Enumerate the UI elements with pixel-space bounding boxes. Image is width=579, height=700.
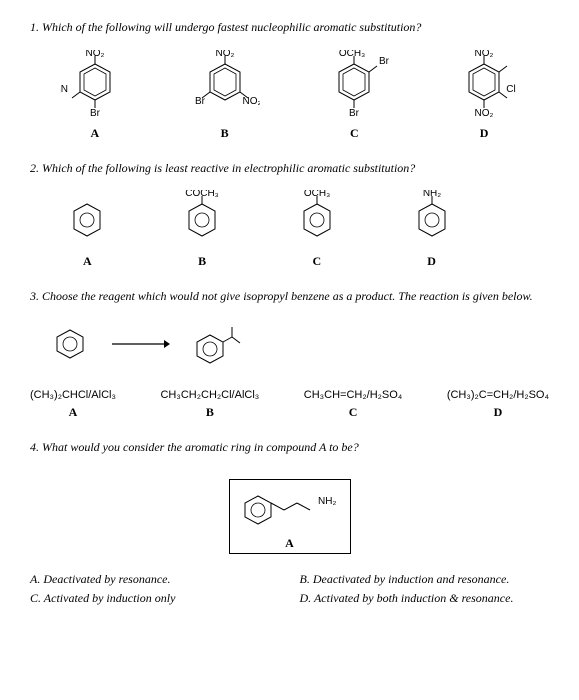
- question-3: 3. Choose the reagent which would not gi…: [30, 289, 549, 420]
- svg-text:NH₂: NH₂: [422, 190, 440, 199]
- q3-option-d: (CH₃)₂C=CH₂/H₂SO₄ D: [447, 389, 549, 420]
- q2-label-c: C: [313, 254, 322, 269]
- q4-answer-d: D. Activated by both induction & resonan…: [300, 591, 550, 606]
- q1-structure-b: NO₂ Br NO₂: [190, 50, 260, 118]
- svg-text:NO₂: NO₂: [475, 50, 494, 59]
- q1-number: 1.: [30, 20, 39, 34]
- q2-option-d: NH₂ D: [407, 190, 457, 269]
- compound-a-icon: NH₂: [240, 486, 340, 532]
- q2-options: A COCH₃ B OCH₃ C N: [30, 190, 549, 269]
- q4-answer-c: C. Activated by induction only: [30, 591, 280, 606]
- q3-reagents: (CH₃)₂CHCl/AlCl₃ A CH₃CH₂CH₂Cl/AlCl₃ B C…: [30, 389, 549, 420]
- svg-text:NH₂: NH₂: [318, 496, 336, 507]
- svg-text:NO₂: NO₂: [242, 96, 259, 107]
- q4-text: 4. What would you consider the aromatic …: [30, 440, 549, 456]
- q1-label-b: B: [221, 126, 229, 141]
- q3-option-a: (CH₃)₂CHCl/AlCl₃ A: [30, 389, 116, 420]
- q3-reaction: [50, 319, 549, 369]
- q1-structure-a: NO₂ O₂N Br: [60, 50, 130, 118]
- benzene-icon: [62, 190, 112, 246]
- benzene-icon: NH₂: [407, 190, 457, 246]
- q1-structure-d: NO₂ Cl NO₂: [449, 50, 519, 118]
- q3-number: 3.: [30, 289, 39, 303]
- q1-label-d: D: [480, 126, 489, 141]
- question-1: 1. Which of the following will undergo f…: [30, 20, 549, 141]
- question-2: 2. Which of the following is least react…: [30, 161, 549, 270]
- q1-option-d: NO₂ Cl NO₂ D: [449, 50, 519, 141]
- svg-text:COCH₃: COCH₃: [185, 190, 219, 199]
- q2-option-b: COCH₃ B: [177, 190, 227, 269]
- svg-text:NO₂: NO₂: [475, 108, 494, 118]
- q1a-bottom: Br: [90, 108, 101, 118]
- q3-label-d: D: [494, 405, 503, 420]
- q4-answer-b: B. Deactivated by induction and resonanc…: [300, 572, 550, 587]
- benzene-icon: OCH₃: [292, 190, 342, 246]
- q3-formula-d: (CH₃)₂C=CH₂/H₂SO₄: [447, 389, 549, 401]
- q1-prompt: Which of the following will undergo fast…: [42, 20, 421, 34]
- q1-option-c: OCH₃ Br Br C: [319, 50, 389, 141]
- question-4: 4. What would you consider the aromatic …: [30, 440, 549, 607]
- q1a-top: NO₂: [85, 50, 104, 59]
- q3-formula-b: CH₃CH₂CH₂Cl/AlCl₃: [160, 389, 259, 401]
- q1-structure-c: OCH₃ Br Br: [319, 50, 389, 118]
- isopropylbenzene-icon: [190, 319, 250, 369]
- svg-text:Br: Br: [349, 108, 360, 118]
- q3-option-c: CH₃CH=CH₂/H₂SO₄ C: [304, 389, 403, 420]
- q4-structure-wrap: NH₂ A: [30, 469, 549, 564]
- svg-text:OCH₃: OCH₃: [304, 190, 330, 199]
- q3-label-c: C: [349, 405, 358, 420]
- q4-answer-a: A. Deactivated by resonance.: [30, 572, 280, 587]
- svg-text:Br: Br: [379, 56, 389, 67]
- q3-formula-c: CH₃CH=CH₂/H₂SO₄: [304, 389, 403, 401]
- q3-prompt: Choose the reagent which would not give …: [42, 289, 533, 303]
- q3-label-b: B: [206, 405, 214, 420]
- svg-text:Cl: Cl: [506, 84, 515, 95]
- svg-text:OCH₃: OCH₃: [339, 50, 365, 59]
- q2-label-b: B: [198, 254, 206, 269]
- q3-label-a: A: [69, 405, 78, 420]
- q1-text: 1. Which of the following will undergo f…: [30, 20, 549, 36]
- svg-text:NO₂: NO₂: [215, 50, 234, 59]
- q4-compound-box: NH₂ A: [229, 479, 351, 554]
- q3-formula-a: (CH₃)₂CHCl/AlCl₃: [30, 389, 116, 401]
- q4-compound-label: A: [285, 536, 294, 551]
- svg-text:Br: Br: [195, 96, 206, 107]
- q3-text: 3. Choose the reagent which would not gi…: [30, 289, 549, 305]
- q4-number: 4.: [30, 440, 39, 454]
- arrow-icon: [110, 334, 170, 354]
- q4-prompt: What would you consider the aromatic rin…: [42, 440, 359, 454]
- q1-label-c: C: [350, 126, 359, 141]
- q2-option-c: OCH₃ C: [292, 190, 342, 269]
- benzene-icon: [50, 324, 90, 364]
- q2-label-a: A: [83, 254, 92, 269]
- q2-option-a: A: [62, 190, 112, 269]
- q1-options: NO₂ O₂N Br A NO₂ Br: [30, 50, 549, 141]
- q1-option-b: NO₂ Br NO₂ B: [190, 50, 260, 141]
- q2-label-d: D: [427, 254, 436, 269]
- q2-number: 2.: [30, 161, 39, 175]
- q3-option-b: CH₃CH₂CH₂Cl/AlCl₃ B: [160, 389, 259, 420]
- benzene-icon: COCH₃: [177, 190, 227, 246]
- q1a-left: O₂N: [60, 84, 68, 95]
- q2-prompt: Which of the following is least reactive…: [42, 161, 415, 175]
- q1-option-a: NO₂ O₂N Br A: [60, 50, 130, 141]
- q4-answers: A. Deactivated by resonance. B. Deactiva…: [30, 572, 549, 606]
- q1-label-a: A: [91, 126, 100, 141]
- q2-text: 2. Which of the following is least react…: [30, 161, 549, 177]
